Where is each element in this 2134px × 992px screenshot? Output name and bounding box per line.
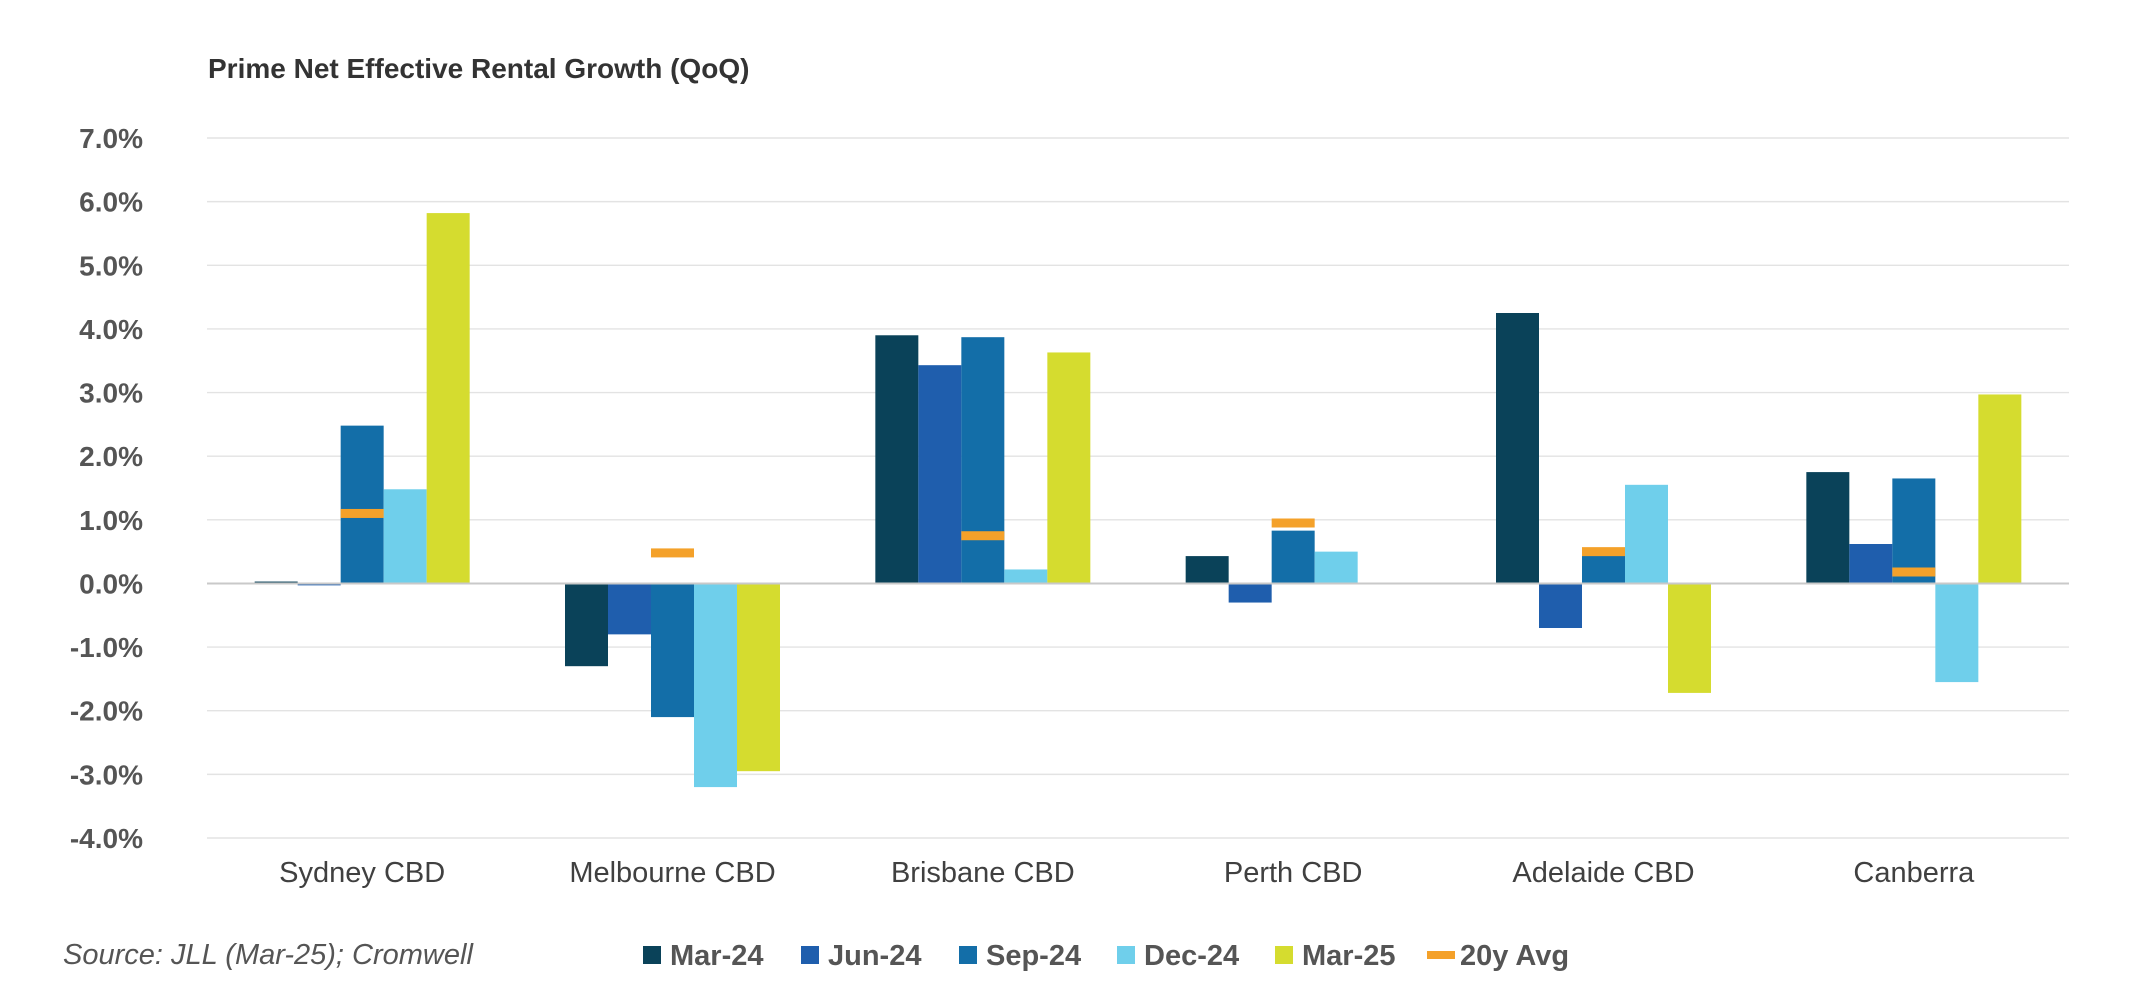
bar-sydney-cbd-dec-24 (383, 489, 427, 584)
x-tick-label: Sydney CBD (279, 857, 445, 889)
legend-label: Sep-24 (986, 940, 1081, 972)
source-note: Source: JLL (Mar-25); Cromwell (63, 939, 474, 971)
legend-label: Mar-24 (670, 940, 764, 972)
y-tick-label: 4.0% (79, 314, 143, 345)
legend-swatch (1427, 951, 1455, 959)
y-tick-label: -3.0% (70, 759, 143, 790)
bar-perth-cbd-sep-24 (1271, 530, 1315, 584)
bar-melbourne-cbd-sep-24 (651, 583, 694, 718)
y-tick-label: 6.0% (79, 187, 143, 218)
avg-marker-sydney-cbd (340, 508, 384, 518)
bar-canberra-mar-25 (1978, 394, 2022, 584)
legend-label: 20y Avg (1460, 940, 1569, 972)
bar-brisbane-cbd-sep-24 (961, 337, 1005, 584)
x-tick-label: Adelaide CBD (1512, 857, 1694, 889)
legend-swatch (1275, 946, 1293, 964)
y-tick-label: 3.0% (79, 378, 143, 409)
avg-marker-perth-cbd (1271, 518, 1315, 528)
bar-sydney-cbd-sep-24 (340, 425, 384, 584)
bar-canberra-dec-24 (1935, 583, 1979, 683)
x-axis-ticks: Sydney CBD Melbourne CBD Brisbane CBD Perth… (279, 857, 1975, 889)
bar-melbourne-cbd-jun-24 (608, 583, 651, 635)
bar-perth-cbd-dec-24 (1314, 551, 1358, 584)
y-tick-label: 5.0% (79, 250, 143, 281)
legend-swatch (643, 946, 661, 964)
avg-marker-brisbane-cbd (961, 531, 1005, 541)
bar-melbourne-cbd-mar-24 (565, 583, 608, 667)
y-tick-label: 7.0% (79, 123, 143, 154)
bar-canberra-sep-24 (1892, 478, 1936, 584)
y-tick-label: 0.0% (79, 568, 143, 599)
x-tick-label: Melbourne CBD (569, 857, 775, 889)
bar-adelaide-cbd-mar-24 (1496, 313, 1539, 584)
bar-canberra-jun-24 (1849, 544, 1893, 584)
y-tick-label: 2.0% (79, 441, 143, 472)
bar-brisbane-cbd-dec-24 (1004, 569, 1048, 584)
bar-adelaide-cbd-sep-24 (1582, 554, 1625, 584)
legend-label: Jun-24 (828, 940, 921, 972)
avg-markers (340, 508, 1936, 577)
bar-sydney-cbd-mar-25 (426, 213, 470, 584)
x-tick-label: Perth CBD (1224, 857, 1363, 889)
bar-adelaide-cbd-mar-25 (1668, 583, 1711, 693)
bar-perth-cbd-jun-24 (1228, 583, 1272, 603)
bar-brisbane-cbd-mar-24 (875, 335, 919, 584)
legend: Mar-24 Jun-24 Sep-24 Dec-24 Mar-25 20y Avg (643, 940, 1569, 972)
y-tick-label: -1.0% (70, 632, 143, 663)
legend-swatch (959, 946, 977, 964)
legend-label: Dec-24 (1144, 940, 1239, 972)
y-tick-label: -2.0% (70, 696, 143, 727)
bars (254, 213, 2022, 788)
gridlines (207, 137, 2069, 839)
x-tick-label: Brisbane CBD (891, 857, 1075, 889)
bar-perth-cbd-mar-24 (1185, 556, 1229, 584)
bar-adelaide-cbd-dec-24 (1625, 484, 1668, 584)
legend-swatch (801, 946, 819, 964)
y-tick-label: 1.0% (79, 505, 143, 536)
legend-label: Mar-25 (1302, 940, 1396, 972)
chart-title: Prime Net Effective Rental Growth (QoQ) (208, 53, 749, 84)
legend-swatch (1117, 946, 1135, 964)
x-tick-label: Canberra (1853, 857, 1975, 889)
bar-brisbane-cbd-jun-24 (918, 365, 962, 584)
bar-canberra-mar-24 (1806, 472, 1850, 584)
bar-melbourne-cbd-mar-25 (737, 583, 780, 772)
bar-melbourne-cbd-dec-24 (694, 583, 737, 788)
y-tick-label: -4.0% (70, 823, 143, 854)
bar-brisbane-cbd-mar-25 (1047, 352, 1091, 584)
bar-adelaide-cbd-jun-24 (1539, 583, 1582, 628)
avg-marker-melbourne-cbd (651, 548, 694, 558)
y-axis-ticks: 7.0% 6.0% 5.0% 4.0% 3.0% 2.0% 1.0% 0.0% -1.0% -2.… (70, 123, 143, 854)
avg-marker-adelaide-cbd (1582, 547, 1625, 557)
avg-marker-canberra (1892, 567, 1936, 577)
